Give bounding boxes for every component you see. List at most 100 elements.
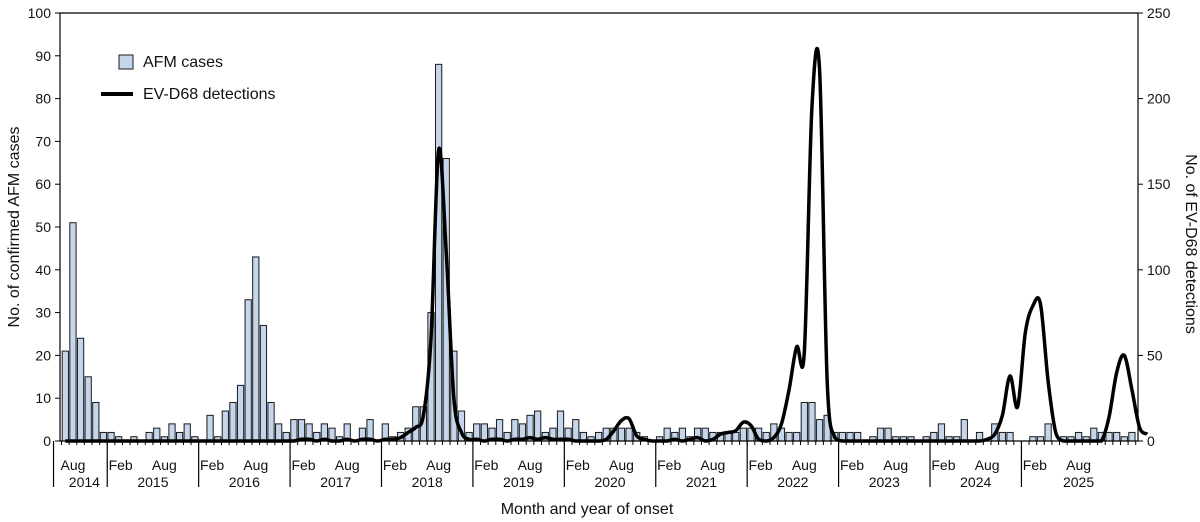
afm-bar (815, 419, 824, 442)
right-y-tick-label: 250 (1147, 5, 1171, 21)
left-y-tick-label: 90 (35, 48, 51, 64)
year-label: 2014 (69, 474, 100, 490)
afm-bar (244, 299, 252, 442)
afm-bar (153, 427, 161, 442)
afm-bar (556, 410, 565, 442)
afm-bar (69, 222, 77, 442)
year-label: 2016 (229, 474, 260, 490)
right-y-tick-label: 100 (1147, 262, 1171, 278)
left-y-tick-label: 0 (43, 433, 51, 449)
ev-d68-line-group (65, 46, 1149, 443)
right-y-ticks: 0 50 100 150 200 250 (1138, 5, 1171, 449)
afm-bar (1090, 427, 1098, 442)
month-tick-label: Feb (566, 457, 590, 473)
left-y-tick-label: 70 (35, 133, 51, 149)
afm-bars (61, 63, 1136, 442)
legend-bar-swatch (118, 54, 134, 70)
year-label: 2019 (503, 474, 534, 490)
afm-bar (785, 431, 793, 442)
afm-bar (252, 256, 260, 442)
year-label: 2025 (1063, 474, 1094, 490)
month-tick-label: Feb (749, 457, 773, 473)
month-tick-label: Aug (883, 457, 908, 473)
month-tick-label: Aug (243, 457, 268, 473)
afm-bar (1120, 436, 1128, 442)
month-tick-label: Aug (426, 457, 451, 473)
afm-bar (236, 384, 245, 442)
ev-d68-line (65, 46, 1149, 443)
month-tick-label: Aug (152, 457, 177, 473)
afm-bar (800, 401, 808, 442)
month-tick-label: Feb (1023, 457, 1047, 473)
afm-bar (267, 401, 275, 442)
afm-bar (960, 419, 968, 442)
month-tick-label: Aug (792, 457, 817, 473)
right-y-tick-label: 150 (1147, 176, 1171, 192)
year-label: 2020 (594, 474, 625, 490)
afm-bar (412, 406, 420, 442)
year-label: 2022 (777, 474, 808, 490)
month-tick-label: Aug (609, 457, 634, 473)
afm-bar (183, 423, 191, 442)
year-label: 2018 (412, 474, 443, 490)
axes (59, 12, 1139, 442)
afm-bar (229, 401, 237, 442)
afm-bar (876, 427, 885, 442)
left-y-tick-label: 10 (35, 390, 51, 406)
afm-bar (1029, 436, 1037, 442)
right-y-tick-label: 0 (1147, 433, 1155, 449)
month-tick-label: Feb (474, 457, 498, 473)
month-tick-label: Feb (383, 457, 407, 473)
afm-bar (572, 419, 580, 442)
left-y-tick-label: 80 (35, 91, 51, 107)
afm-bar (259, 324, 268, 442)
year-label: 2024 (960, 474, 991, 490)
month-tick-label: Feb (109, 457, 133, 473)
afm-bar (937, 423, 946, 442)
y-axis-title-right: No. of EV-D68 detections (1182, 154, 1199, 334)
month-tick-label: Feb (840, 457, 864, 473)
afm-bar (84, 376, 92, 442)
afm-bar (1128, 431, 1136, 442)
afm-bar (1036, 436, 1045, 442)
afm-bar (808, 401, 816, 442)
afm-bar (480, 423, 488, 442)
legend-bar-label: AFM cases (143, 54, 223, 71)
month-tick-label: Feb (657, 457, 681, 473)
month-tick-label: Aug (60, 457, 85, 473)
y-axis-title-left: No. of confirmed AFM cases (6, 127, 23, 328)
afm-bar (998, 431, 1007, 442)
afm-bar (290, 419, 298, 442)
month-tick-label: Aug (700, 457, 725, 473)
legend: AFM cases EV-D68 detections (101, 54, 276, 103)
month-tick-label: Feb (200, 457, 224, 473)
month-tick-label: Aug (975, 457, 1000, 473)
year-label: 2017 (320, 474, 351, 490)
afm-bar (617, 427, 626, 442)
year-label: 2023 (869, 474, 900, 490)
afm-bar (534, 410, 542, 442)
afm-bar (625, 427, 633, 442)
left-y-tick-label: 20 (35, 347, 51, 363)
afm-bar (739, 427, 747, 442)
afm-bar (793, 431, 801, 442)
afm-bar (275, 423, 283, 442)
left-y-tick-label: 60 (35, 176, 51, 192)
month-tick-label: Aug (335, 457, 360, 473)
afm-bar (168, 423, 176, 442)
month-tick-label: Feb (291, 457, 315, 473)
x-axis-ticks: 2014 2015 2016 2017 2018 2019 2020 2021 2022 2023… (52, 441, 1137, 490)
left-y-ticks: 0 10 20 30 40 50 60 70 80 90 100 (28, 5, 60, 449)
afm-bar (221, 410, 229, 442)
right-y-tick-label: 50 (1147, 347, 1163, 363)
month-tick-label: Aug (518, 457, 543, 473)
afm-bar (76, 337, 85, 442)
left-y-tick-label: 30 (35, 305, 51, 321)
legend-line-label: EV-D68 detections (143, 86, 276, 103)
afm-bar (1113, 431, 1121, 442)
year-label: 2015 (137, 474, 168, 490)
afm-bar (1105, 431, 1113, 442)
afm-bar (61, 350, 69, 442)
afm-bar (435, 63, 443, 442)
month-tick-label: Aug (1066, 457, 1091, 473)
